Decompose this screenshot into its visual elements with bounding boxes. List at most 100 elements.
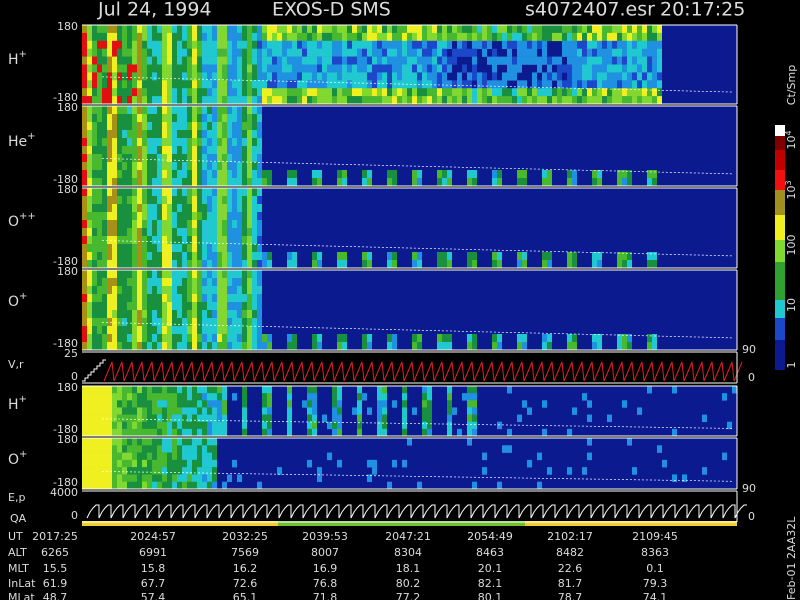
spectrogram-cell	[267, 64, 272, 73]
spectrogram-cell	[357, 48, 362, 57]
spectrogram-cell	[82, 162, 87, 171]
spectrogram-cell	[152, 138, 157, 147]
spectrogram-cell	[447, 40, 452, 49]
spectrogram-cell	[292, 80, 297, 89]
spectrogram-cell	[447, 393, 452, 401]
spectrogram-cell	[87, 80, 92, 89]
spectrogram-cell	[292, 178, 297, 187]
spectrogram-cell	[502, 56, 507, 65]
spectrogram-cell	[467, 178, 472, 187]
spectrogram-cell	[102, 244, 107, 253]
spectrogram-cell	[397, 64, 402, 73]
spectrogram-cell	[332, 80, 337, 89]
spectrogram-cell	[152, 421, 157, 430]
spectrogram-cell	[212, 438, 217, 446]
spectrogram-cell	[127, 294, 132, 303]
spectrogram-cell	[132, 421, 137, 430]
spectrogram-cell	[82, 481, 87, 490]
spectrogram-cell	[132, 114, 137, 123]
spectrogram-cell	[572, 80, 577, 89]
colorbar-base: 1	[785, 362, 798, 369]
spectrogram-cell	[107, 88, 112, 97]
spectrogram-cell	[212, 220, 217, 229]
spectrogram-cell	[132, 445, 137, 453]
spectrogram-cell	[282, 25, 287, 34]
spectrogram-cell	[287, 178, 292, 187]
spectrogram-cell	[632, 48, 637, 57]
spectrogram-cell	[357, 80, 362, 89]
spectrogram-cell	[232, 138, 237, 147]
spectrogram-cell	[172, 260, 177, 269]
spectrogram-cell	[142, 122, 147, 131]
spectrogram-cell	[357, 414, 362, 423]
spectrogram-cell	[232, 154, 237, 163]
spectrogram-cell	[107, 428, 112, 437]
spectrogram-cell	[622, 252, 627, 261]
spectrogram-cell	[137, 72, 142, 81]
spectrogram-cell	[97, 212, 102, 221]
qa-bar	[278, 521, 525, 526]
spectrogram-cell	[432, 40, 437, 49]
spectrogram-cell	[182, 236, 187, 245]
spectrogram-cell	[172, 244, 177, 253]
axis-top-label: 180	[57, 265, 78, 278]
spectrogram-cell	[352, 96, 357, 105]
spectrogram-cell	[167, 459, 172, 468]
spectrogram-cell	[552, 96, 557, 105]
spectrogram-cell	[292, 96, 297, 105]
spectrogram-cell	[107, 80, 112, 89]
spectrogram-cell	[142, 80, 147, 89]
spectrogram-cell	[167, 106, 172, 115]
spectrogram-cell	[637, 72, 642, 81]
spectrogram-cell	[162, 445, 167, 453]
spectrogram-cell	[97, 220, 102, 229]
spectrogram-cell	[357, 32, 362, 42]
spectrogram-cell	[172, 270, 177, 279]
spectrogram-cell	[157, 445, 162, 453]
spectrogram-cell	[632, 467, 637, 475]
spectrogram-cell	[187, 294, 192, 303]
spectrogram-cell	[227, 64, 232, 73]
spectrogram-cell	[82, 252, 87, 261]
spectrogram-cell	[537, 64, 542, 73]
spectrogram-cell	[317, 64, 322, 73]
spectrogram-cell	[337, 178, 342, 187]
spectrogram-cell	[242, 25, 247, 34]
spectrogram-cell	[92, 400, 97, 408]
spectrogram-cell	[122, 481, 127, 490]
spectrogram-cell	[227, 48, 232, 57]
spectrogram-cell	[137, 318, 142, 327]
spectrogram-cell	[152, 326, 157, 335]
spectrogram-cell	[102, 212, 107, 221]
spectrogram-cell	[242, 252, 247, 261]
spectrogram-cell	[187, 212, 192, 221]
spectrogram-cell	[312, 32, 317, 42]
spectrogram-cell	[177, 393, 182, 401]
spectrogram-cell	[157, 212, 162, 221]
spectrogram-cell	[217, 96, 222, 105]
spectrogram-cell	[187, 278, 192, 287]
spectrogram-cell	[337, 400, 342, 408]
spectrogram-cell	[252, 146, 257, 155]
spectrogram-cell	[547, 80, 552, 89]
spectrogram-cell	[102, 386, 107, 394]
spectrogram-cell	[167, 438, 172, 446]
spectrogram-cell	[202, 294, 207, 303]
spectrogram-cell	[222, 310, 227, 319]
spectrogram-cell	[607, 414, 612, 423]
spectrogram-cell	[307, 48, 312, 57]
spectrogram-cell	[142, 400, 147, 408]
spectrogram-cell	[147, 130, 152, 139]
spectrogram-cell	[247, 220, 252, 229]
spectrogram-cell	[237, 318, 242, 327]
spectrogram-cell	[92, 252, 97, 261]
spectrogram-cell	[147, 452, 152, 461]
spectrogram-cell	[112, 170, 117, 179]
spectrogram-cell	[292, 56, 297, 65]
spectrogram-cell	[422, 56, 427, 65]
spectrogram-cell	[87, 334, 92, 343]
spectrogram-cell	[607, 48, 612, 57]
spectrogram-cell	[507, 96, 512, 105]
spectrogram-cell	[402, 72, 407, 81]
spectrogram-cell	[647, 178, 652, 187]
